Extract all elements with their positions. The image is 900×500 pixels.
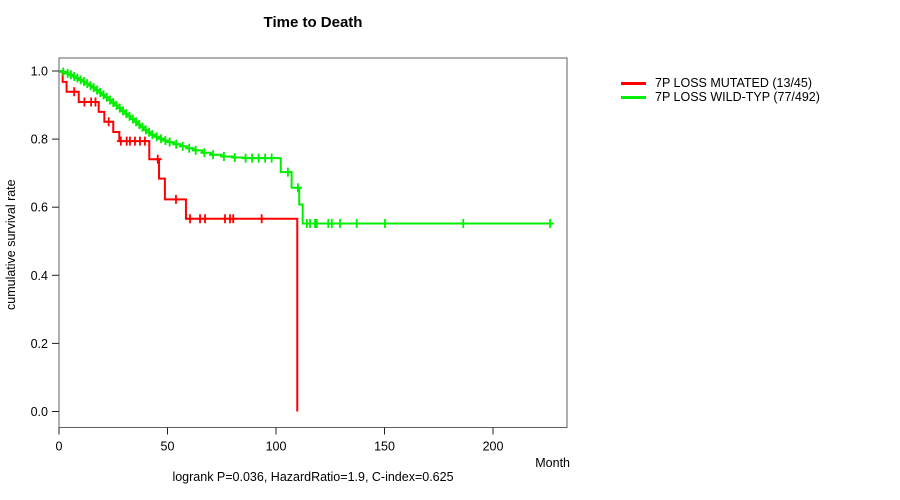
plot-title: Time to Death bbox=[263, 14, 363, 31]
y-tick-label: 0.4 bbox=[31, 269, 48, 283]
y-tick-label: 1.0 bbox=[31, 65, 48, 79]
legend-swatch-red-line bbox=[621, 81, 646, 85]
plot-box bbox=[58, 57, 568, 428]
x-tick-label: 150 bbox=[374, 440, 395, 454]
legend-item-wildtype: 7P LOSS WILD-TYP (77/492) bbox=[621, 90, 820, 104]
legend-swatch-green-line bbox=[621, 95, 646, 99]
x-tick-label: 0 bbox=[56, 440, 63, 454]
legend: 7P LOSS MUTATED (13/45) 7P LOSS WILD-TYP… bbox=[621, 76, 820, 104]
survival-curve-0 bbox=[59, 70, 299, 412]
y-tick-label: 0.0 bbox=[31, 405, 48, 419]
legend-item-mutated: 7P LOSS MUTATED (13/45) bbox=[621, 76, 820, 90]
censor-marks-0 bbox=[70, 87, 266, 224]
censor-marks-1 bbox=[59, 67, 555, 229]
x-tick-label: 200 bbox=[483, 440, 504, 454]
legend-label-wildtype: 7P LOSS WILD-TYP (77/492) bbox=[655, 90, 820, 104]
x-tick-label: 100 bbox=[266, 440, 287, 454]
stats-caption: logrank P=0.036, HazardRatio=1.9, C-inde… bbox=[172, 470, 454, 484]
y-tick-label: 0.8 bbox=[31, 133, 48, 147]
x-axis-title: Month bbox=[535, 456, 570, 470]
y-axis-title: cumulative survival rate bbox=[4, 179, 18, 311]
y-tick-label: 0.2 bbox=[31, 337, 48, 351]
legend-label-mutated: 7P LOSS MUTATED (13/45) bbox=[655, 76, 812, 90]
y-tick-label: 0.6 bbox=[31, 201, 48, 215]
x-tick-label: 50 bbox=[161, 440, 175, 454]
survival-curve-1 bbox=[59, 70, 551, 225]
